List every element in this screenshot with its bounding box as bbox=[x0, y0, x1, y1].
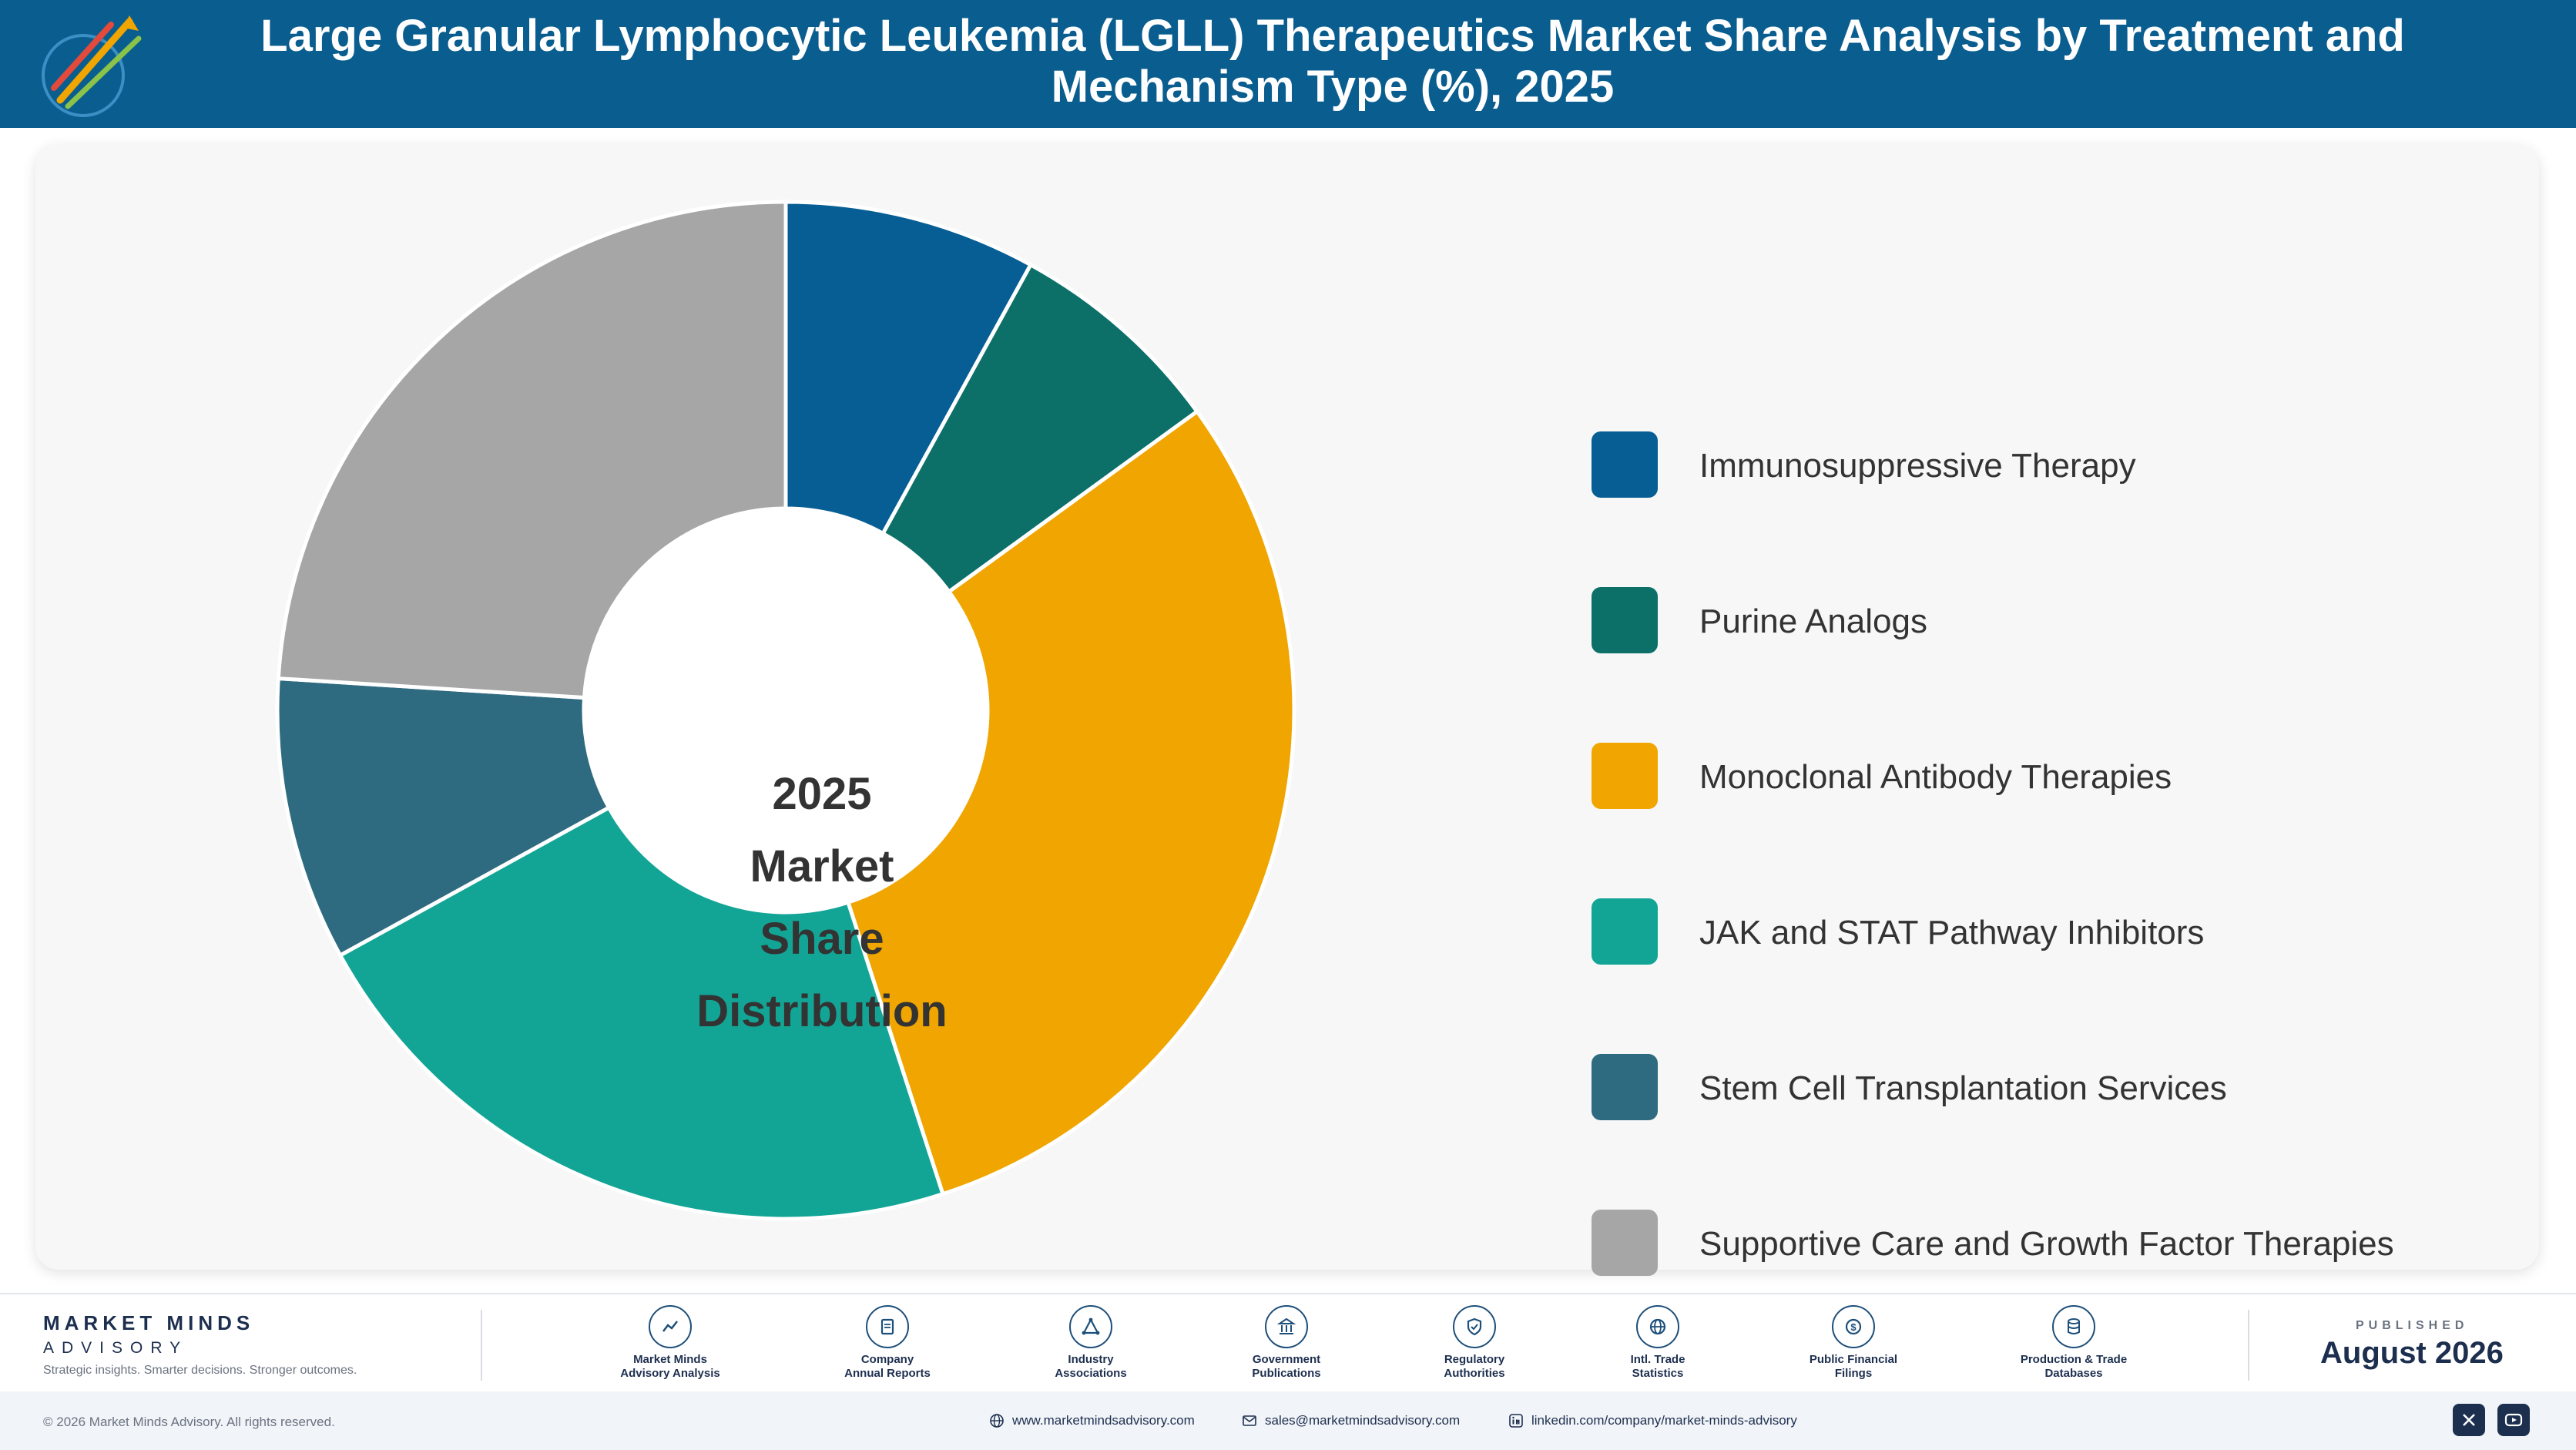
source-item: Government Publications bbox=[1209, 1305, 1363, 1381]
source-label: Regulatory Authorities bbox=[1444, 1353, 1505, 1380]
x-social-button[interactable] bbox=[2453, 1404, 2485, 1436]
legend-label: Supportive Care and Growth Factor Therap… bbox=[1699, 1225, 2394, 1263]
linkedin-icon bbox=[1509, 1414, 1523, 1428]
legend-label: JAK and STAT Pathway Inhibitors bbox=[1699, 914, 2205, 952]
legend-label: Purine Analogs bbox=[1699, 602, 1927, 640]
website-text: www.marketmindsadvisory.com bbox=[1012, 1413, 1195, 1428]
source-label: Company Annual Reports bbox=[844, 1353, 931, 1380]
svg-text:$: $ bbox=[1850, 1321, 1857, 1333]
header-bar: Large Granular Lymphocytic Leukemia (LGL… bbox=[0, 0, 2576, 128]
bottom-bar: © 2026 Market Minds Advisory. All rights… bbox=[0, 1391, 2576, 1450]
linkedin-text: linkedin.com/company/market-minds-adviso… bbox=[1531, 1413, 1797, 1428]
source-label: Industry Associations bbox=[1055, 1353, 1127, 1380]
source-label: Production & Trade Databases bbox=[2020, 1353, 2128, 1380]
legend-label: Monoclonal Antibody Therapies bbox=[1699, 758, 2172, 796]
globe-icon bbox=[990, 1414, 1004, 1428]
database-icon bbox=[2052, 1305, 2095, 1348]
source-label: Government Publications bbox=[1252, 1353, 1321, 1380]
legend-swatch bbox=[1592, 587, 1658, 653]
source-label: Market Minds Advisory Analysis bbox=[620, 1353, 720, 1380]
legend-label: Immunosuppressive Therapy bbox=[1699, 447, 2136, 485]
brand-name: MARKET MINDS bbox=[43, 1311, 255, 1334]
legend-swatch bbox=[1592, 431, 1658, 498]
source-item: Market Minds Advisory Analysis bbox=[593, 1305, 747, 1381]
youtube-social-button[interactable] bbox=[2497, 1404, 2530, 1436]
company-logo-icon bbox=[42, 15, 142, 117]
shield-icon bbox=[1453, 1305, 1496, 1348]
source-item: $ Public Financial Filings bbox=[1776, 1305, 1930, 1381]
email-text: sales@marketmindsadvisory.com bbox=[1265, 1413, 1461, 1428]
legend-item[interactable]: Purine Analogs bbox=[1592, 587, 2516, 653]
donut-chart bbox=[275, 200, 1296, 1221]
building-icon bbox=[1265, 1305, 1308, 1348]
copyright-text: © 2026 Market Minds Advisory. All rights… bbox=[43, 1415, 335, 1429]
network-icon bbox=[1069, 1305, 1112, 1348]
website-link[interactable]: www.marketmindsadvisory.com bbox=[989, 1413, 1195, 1428]
x-logo-icon bbox=[2463, 1414, 2475, 1426]
source-label: Intl. Trade Statistics bbox=[1630, 1353, 1685, 1380]
page-title: Large Granular Lymphocytic Leukemia (LGL… bbox=[260, 11, 2405, 112]
globe-icon bbox=[1636, 1305, 1679, 1348]
coin-icon: $ bbox=[1832, 1305, 1875, 1348]
center-label-line-3: Distribution bbox=[696, 986, 948, 1036]
footer-divider bbox=[2248, 1310, 2249, 1381]
youtube-icon bbox=[2504, 1413, 2523, 1427]
brand-tagline: Strategic insights. Smarter decisions. S… bbox=[43, 1364, 357, 1377]
published-label: PUBLISHED bbox=[2356, 1319, 2469, 1332]
center-label-line-2: Market Share bbox=[750, 841, 894, 964]
center-label-year: 2025 bbox=[772, 769, 872, 819]
document-icon bbox=[866, 1305, 909, 1348]
chart-line-icon bbox=[649, 1305, 692, 1348]
brand-subtitle: ADVISORY bbox=[43, 1339, 189, 1357]
source-item: Company Annual Reports bbox=[810, 1305, 964, 1381]
source-item: Industry Associations bbox=[1014, 1305, 1168, 1381]
legend-item[interactable]: Supportive Care and Growth Factor Therap… bbox=[1592, 1210, 2516, 1276]
legend-label: Stem Cell Transplantation Services bbox=[1699, 1069, 2227, 1107]
email-link[interactable]: sales@marketmindsadvisory.com bbox=[1242, 1413, 1460, 1428]
source-item: Production & Trade Databases bbox=[1997, 1305, 2151, 1381]
source-item: Regulatory Authorities bbox=[1397, 1305, 1551, 1381]
chart-center-label: 2025 Market Share Distribution bbox=[695, 758, 949, 1048]
legend-item[interactable]: Monoclonal Antibody Therapies bbox=[1592, 743, 2516, 809]
mail-icon bbox=[1243, 1415, 1256, 1426]
legend-item[interactable]: Immunosuppressive Therapy bbox=[1592, 431, 2516, 498]
legend-swatch bbox=[1592, 743, 1658, 809]
donut-hole bbox=[584, 509, 988, 912]
legend-swatch bbox=[1592, 1210, 1658, 1276]
legend-item[interactable]: JAK and STAT Pathway Inhibitors bbox=[1592, 898, 2516, 965]
linkedin-link[interactable]: linkedin.com/company/market-minds-adviso… bbox=[1508, 1413, 1797, 1428]
legend-item[interactable]: Stem Cell Transplantation Services bbox=[1592, 1054, 2516, 1120]
legend-swatch bbox=[1592, 898, 1658, 965]
published-date: August 2026 bbox=[2320, 1336, 2504, 1370]
legend-swatch bbox=[1592, 1054, 1658, 1120]
source-label: Public Financial Filings bbox=[1809, 1353, 1898, 1380]
source-item: Intl. Trade Statistics bbox=[1581, 1305, 1735, 1381]
footer-divider bbox=[481, 1310, 482, 1381]
chart-card: 2025 Market Share Distribution Immunosup… bbox=[35, 145, 2539, 1276]
